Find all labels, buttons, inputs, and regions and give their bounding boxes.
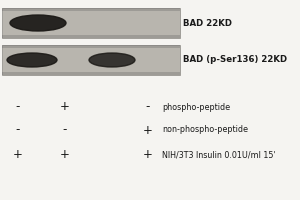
Ellipse shape [10, 15, 66, 31]
FancyBboxPatch shape [2, 72, 180, 75]
FancyBboxPatch shape [2, 45, 180, 75]
Text: phospho-peptide: phospho-peptide [162, 102, 230, 112]
Text: BAD 22KD: BAD 22KD [183, 19, 232, 27]
Text: -: - [16, 100, 20, 114]
FancyBboxPatch shape [2, 8, 180, 11]
FancyBboxPatch shape [2, 45, 180, 48]
Text: +: + [143, 123, 153, 136]
Ellipse shape [89, 53, 135, 67]
Text: BAD (p-Ser136) 22KD: BAD (p-Ser136) 22KD [183, 55, 287, 64]
Ellipse shape [7, 53, 57, 67]
Text: +: + [60, 148, 70, 162]
Text: non-phospho-peptide: non-phospho-peptide [162, 126, 248, 134]
Text: NIH/3T3 Insulin 0.01U/ml 15': NIH/3T3 Insulin 0.01U/ml 15' [162, 150, 276, 160]
FancyBboxPatch shape [2, 35, 180, 38]
Text: +: + [13, 148, 23, 162]
Text: -: - [16, 123, 20, 136]
Text: -: - [146, 100, 150, 114]
FancyBboxPatch shape [2, 8, 180, 38]
Text: -: - [63, 123, 67, 136]
Text: +: + [60, 100, 70, 114]
Text: +: + [143, 148, 153, 162]
